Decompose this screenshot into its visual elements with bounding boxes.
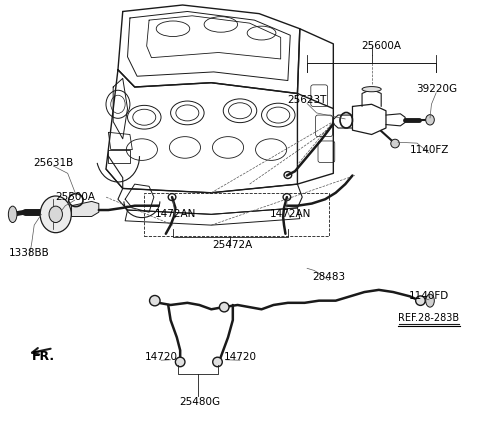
Ellipse shape <box>416 296 425 305</box>
Text: FR.: FR. <box>32 350 55 363</box>
Text: 14720: 14720 <box>144 352 178 362</box>
Ellipse shape <box>219 302 229 312</box>
Polygon shape <box>72 201 99 216</box>
Text: 39220G: 39220G <box>416 84 457 94</box>
Ellipse shape <box>213 357 222 367</box>
Ellipse shape <box>175 357 185 367</box>
Ellipse shape <box>426 294 434 307</box>
Text: REF.28-283B: REF.28-283B <box>398 313 460 323</box>
Ellipse shape <box>150 295 160 306</box>
Ellipse shape <box>391 139 399 148</box>
Ellipse shape <box>40 196 72 233</box>
Ellipse shape <box>426 115 434 125</box>
Text: 25600A: 25600A <box>361 41 401 51</box>
Text: 28483: 28483 <box>312 272 345 282</box>
Ellipse shape <box>8 206 17 223</box>
Text: 1472AN: 1472AN <box>270 209 311 220</box>
Text: 1338BB: 1338BB <box>9 248 50 258</box>
Ellipse shape <box>362 87 381 92</box>
Text: 25472A: 25472A <box>213 239 253 249</box>
Text: 25500A: 25500A <box>55 192 95 202</box>
Text: 1472AN: 1472AN <box>155 209 196 220</box>
Text: 25480G: 25480G <box>179 397 220 407</box>
Text: 14720: 14720 <box>224 352 256 362</box>
Text: 25631B: 25631B <box>33 158 73 168</box>
Text: 1140FZ: 1140FZ <box>409 145 449 155</box>
Text: 1140FD: 1140FD <box>409 291 449 301</box>
Ellipse shape <box>49 206 62 223</box>
Text: 25623T: 25623T <box>288 95 327 105</box>
